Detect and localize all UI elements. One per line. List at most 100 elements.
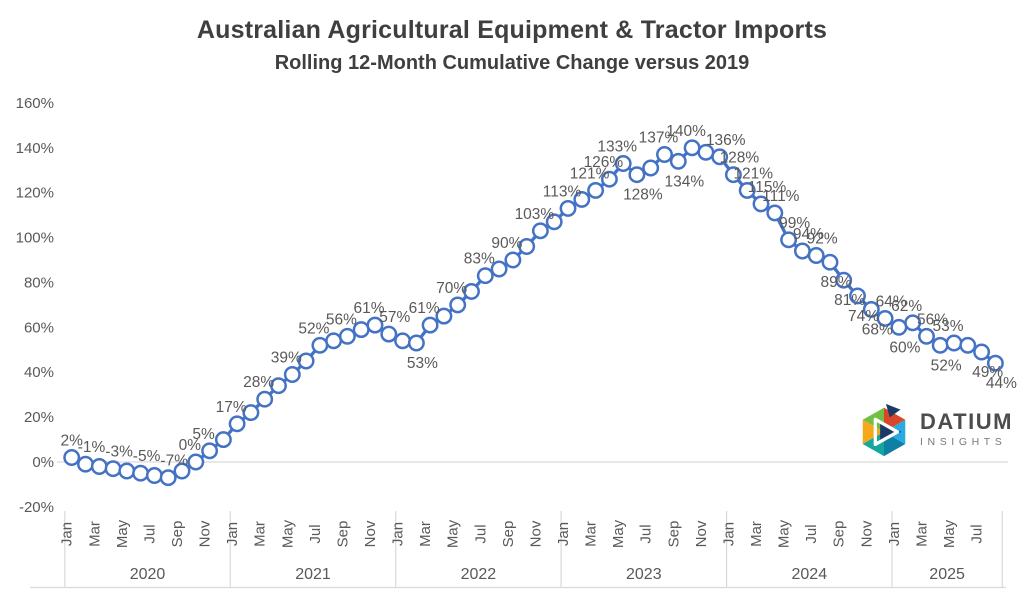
data-point-label: 126% <box>584 154 624 171</box>
data-point <box>973 343 991 361</box>
data-point-label: 52% <box>931 357 962 374</box>
data-point <box>407 334 425 352</box>
data-point-label: 17% <box>216 399 247 416</box>
data-point <box>531 222 549 240</box>
data-point <box>159 469 177 487</box>
data-point-label: 83% <box>464 251 495 268</box>
data-point <box>173 462 191 480</box>
x-axis-month-label: Jul <box>969 524 986 543</box>
x-axis-month-label: Sep <box>169 521 186 548</box>
data-point <box>890 318 908 336</box>
x-axis-month-label: Sep <box>500 521 517 548</box>
data-point-label: 81% <box>834 292 865 309</box>
data-point <box>228 415 246 433</box>
data-point <box>311 336 329 354</box>
x-axis-month-label: Mar <box>417 521 434 547</box>
x-axis-month-label: Jan <box>390 522 407 546</box>
data-point <box>297 352 315 370</box>
data-point <box>807 247 825 264</box>
x-axis-year-label: 2023 <box>626 566 662 583</box>
logo-tagline-text: INSIGHTS <box>920 435 1007 448</box>
data-point <box>104 460 122 478</box>
data-point <box>738 181 756 199</box>
y-axis-tick-label: 60% <box>24 319 54 336</box>
data-point <box>959 336 977 354</box>
data-point <box>394 332 412 350</box>
y-axis-tick-label: 120% <box>16 185 54 202</box>
data-point <box>421 316 439 334</box>
logo-brand-text: DATIUM <box>920 408 1013 434</box>
data-point-label: 128% <box>720 150 760 167</box>
data-point-label: 90% <box>491 235 522 252</box>
x-axis-month-label: Jan <box>224 522 241 546</box>
data-point-label: 2% <box>60 433 83 450</box>
data-point <box>849 287 866 305</box>
data-point <box>201 442 219 460</box>
data-point <box>614 155 632 172</box>
x-axis-month-label: Mar <box>748 521 765 547</box>
data-point <box>504 251 522 269</box>
data-point <box>587 181 605 199</box>
data-point-label: 53% <box>932 318 963 335</box>
data-point <box>283 366 301 383</box>
x-axis-month-label: Mar <box>252 521 269 547</box>
data-point-label: 5% <box>192 426 215 443</box>
x-axis-month-label: May <box>941 519 958 548</box>
data-point-label: 115% <box>748 179 787 196</box>
data-point-label: 121% <box>570 165 610 182</box>
data-point <box>476 267 494 285</box>
data-point <box>545 213 563 231</box>
data-point <box>338 327 356 345</box>
x-axis-month-label: Nov <box>527 520 544 547</box>
data-point-label: 99% <box>779 215 810 232</box>
data-point <box>669 152 687 170</box>
x-axis-month-label: May <box>114 519 131 548</box>
data-point <box>780 231 798 249</box>
x-axis-month-label: Jul <box>141 524 158 543</box>
data-point <box>63 449 81 466</box>
data-point-label: 57% <box>379 309 410 326</box>
data-point-label: 49% <box>972 364 1003 381</box>
data-point-label: 60% <box>889 339 920 356</box>
data-point <box>242 404 260 422</box>
data-point-label: 137% <box>639 130 679 147</box>
data-point <box>463 282 480 300</box>
data-point <box>573 190 591 208</box>
data-point-label: -1% <box>78 439 106 456</box>
data-point-label: 62% <box>891 298 922 315</box>
data-point-label: 0% <box>179 437 202 454</box>
data-point <box>449 296 467 314</box>
data-point <box>656 146 673 163</box>
data-point-label: -5% <box>133 448 161 465</box>
data-point <box>270 377 287 395</box>
data-point <box>435 307 453 325</box>
data-point <box>862 300 880 318</box>
data-point <box>366 316 384 334</box>
data-point-label: 113% <box>543 183 582 200</box>
chart-subtitle: Rolling 12-Month Cumulative Change versu… <box>274 52 750 74</box>
data-point <box>931 336 949 354</box>
data-point <box>559 199 577 217</box>
x-axis-year-label: 2021 <box>295 566 331 583</box>
y-axis-tick-label: 160% <box>16 95 54 112</box>
data-point-label: -3% <box>105 444 133 461</box>
data-point <box>711 148 729 166</box>
x-axis-month-label: May <box>445 519 462 548</box>
x-axis-month-label: Nov <box>197 520 214 547</box>
data-point-label: 68% <box>862 321 893 338</box>
data-point-label: 103% <box>515 206 555 223</box>
x-axis-month-label: May <box>279 519 296 548</box>
data-point-label: 53% <box>407 355 438 372</box>
data-point <box>490 260 508 278</box>
x-axis-month-label: Jul <box>472 524 489 543</box>
x-axis-month-label: Mar <box>86 521 103 547</box>
data-point <box>214 431 232 449</box>
data-point <box>986 354 1004 372</box>
data-point-label: 89% <box>820 274 851 291</box>
data-point <box>835 271 853 289</box>
x-axis-month-label: Nov <box>362 520 379 547</box>
data-point <box>724 166 742 184</box>
data-point <box>600 170 618 188</box>
datium-insights-logo: DATIUM INSIGHTS <box>856 399 1020 459</box>
